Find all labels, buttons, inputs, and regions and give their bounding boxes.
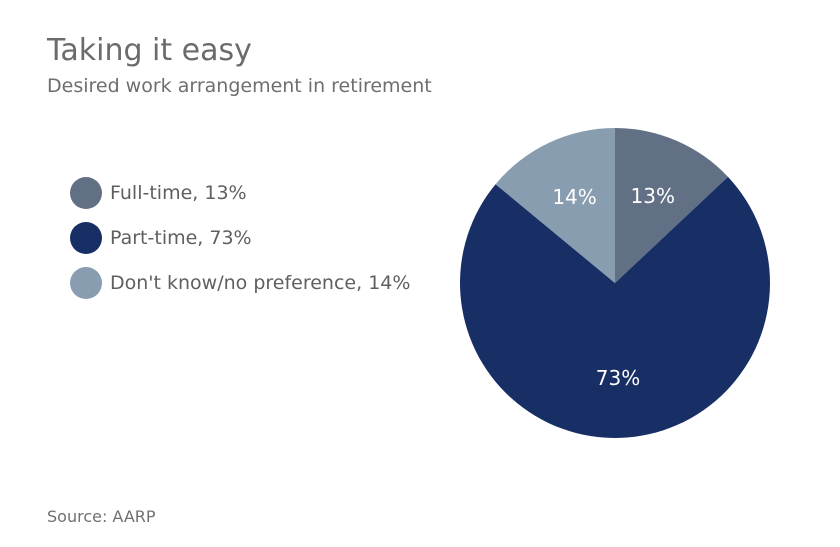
legend-item-part-time: Part-time, 73% [70,215,410,260]
legend-item-full-time: Full-time, 13% [70,170,410,215]
source-note: Source: AARP [47,507,156,526]
legend-swatch-part-time [70,221,102,254]
pie-data-labels: 13% 73% 14% [552,184,675,390]
data-label-don-t-know-no-preference: 14% [552,185,596,209]
pie-slice-full-time [615,128,728,283]
data-label-full-time: 13% [631,184,675,208]
legend-label-part-time: Part-time, 73% [110,226,252,249]
chart-subtitle: Desired work arrangement in retirement [47,75,432,97]
pie-slice-don-t-know-no-preference [495,128,615,283]
data-label-part-time: 73% [596,366,640,390]
legend-swatch-full-time [70,176,102,209]
legend-item-dont-know: Don't know/no preference, 14% [70,260,410,305]
pie-slices [459,128,770,439]
chart-title: Taking it easy [47,33,252,68]
legend-swatch-dont-know [70,266,102,299]
legend-label-dont-know: Don't know/no preference, 14% [110,271,411,294]
chart-legend: Full-time, 13% Part-time, 73% Don't know… [70,170,410,305]
legend-label-full-time: Full-time, 13% [110,181,247,204]
pie-slice-part-time [459,176,770,439]
